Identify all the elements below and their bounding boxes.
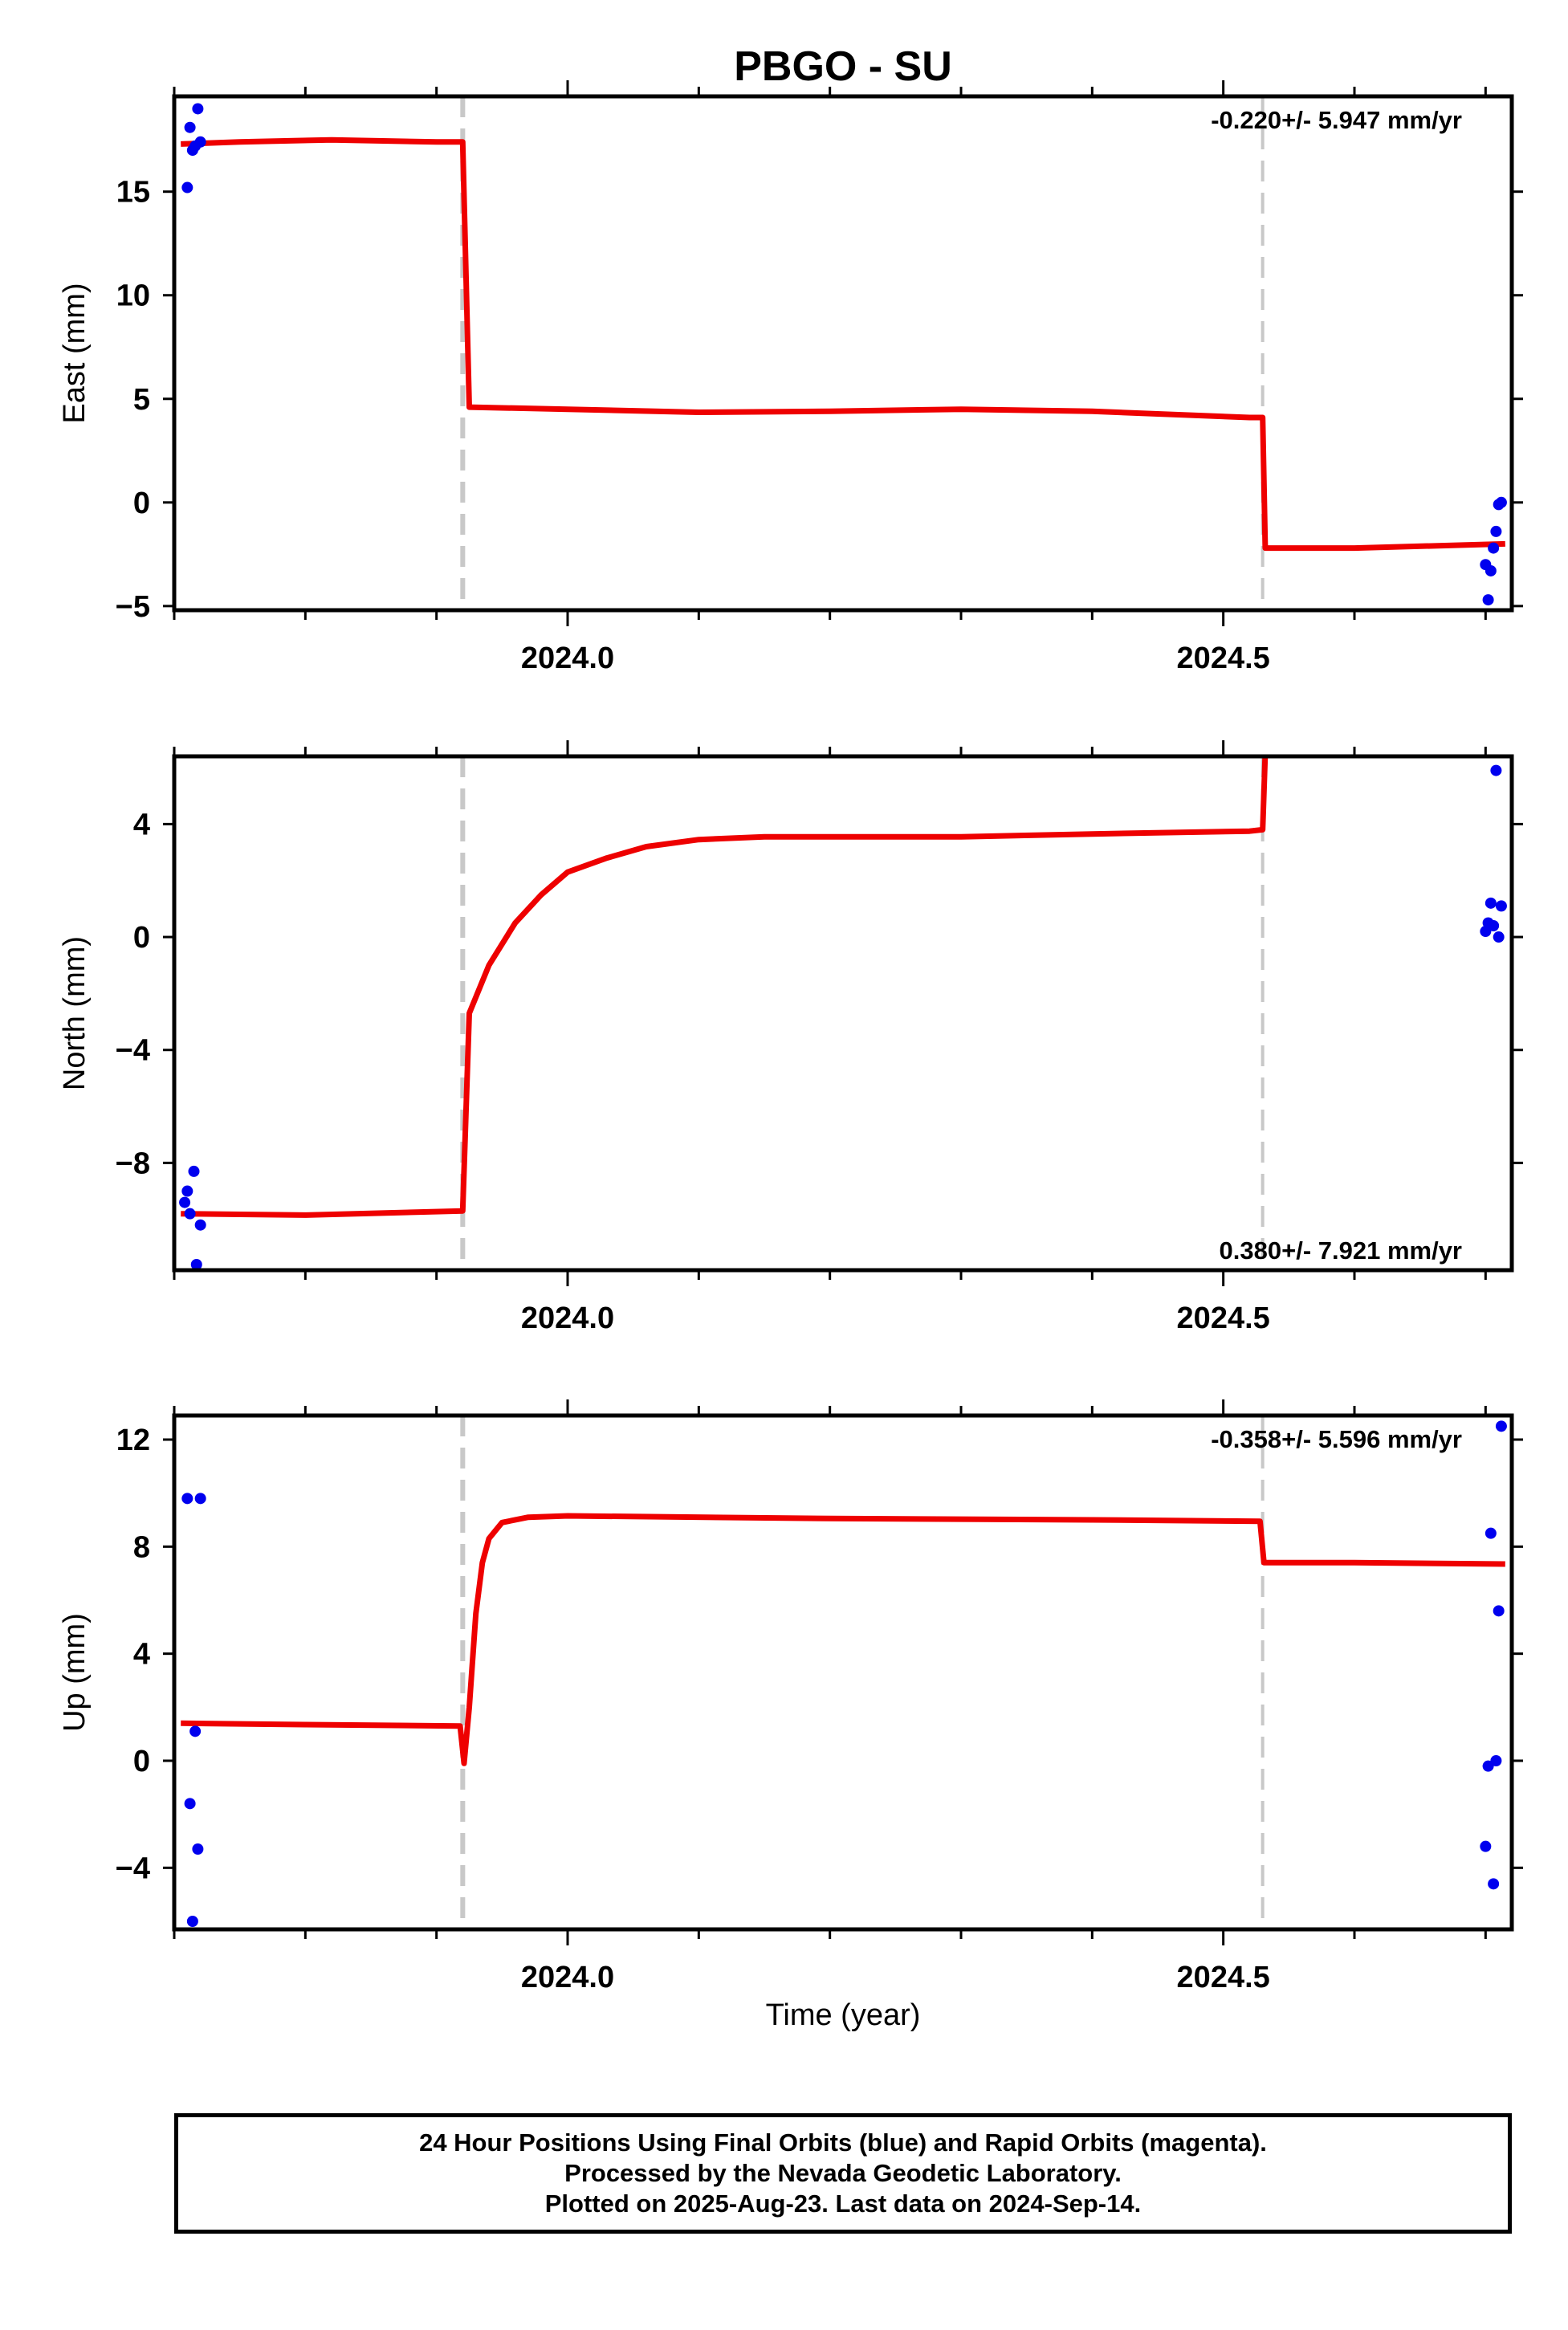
east-data-point [1488,542,1500,554]
up-y-axis-label: Up (mm) [58,1613,92,1732]
up-data-point [1488,1878,1500,1890]
east-data-point [1485,564,1497,576]
north-y-tick-label: −4 [116,1034,150,1068]
east-x-tick-label: 2024.5 [1177,642,1270,675]
up-data-point [194,1493,206,1505]
up-data-point [189,1725,202,1737]
chart-title: PBGO - SU [734,43,952,90]
up-frame [172,1413,1514,1932]
up-data-point [1495,1420,1507,1432]
north-panel: −8 −4 0 4 2024.0 2024.5 0.380+/- 7.921 mm/yr No… [58,740,1523,1335]
up-y-tick-label: 8 [133,1530,150,1564]
up-rate-label: -0.358+/- 5.596 mm/yr [1211,1425,1462,1453]
up-y-tick-label: 0 [133,1745,150,1778]
north-data-point [179,1196,191,1208]
north-frame [172,754,1514,1273]
east-data-point [1482,594,1494,606]
up-y-tick-label: 4 [133,1638,150,1672]
up-data-point [184,1798,196,1810]
up-x-tick-label: 2024.5 [1177,1961,1270,1994]
east-data-point [194,136,206,148]
processing-note-line-3: Plotted on 2025-Aug-23. Last data on 202… [544,2189,1142,2218]
east-y-tick-label: −5 [116,590,150,624]
up-data-point [1482,1760,1494,1772]
north-y-tick-label: −8 [116,1147,150,1180]
north-data-point [1488,919,1500,931]
north-data-point [1485,897,1497,909]
north-data-point [1480,926,1492,938]
north-y-tick-label: 4 [133,808,150,841]
north-x-tick-label: 2024.0 [521,1301,614,1335]
east-panel: −5 0 5 10 15 2024.0 2024.5 -0.220+/- 5.947 mm/y… [58,80,1523,675]
east-data-point [184,121,196,133]
east-data-point [1495,496,1507,508]
north-data-point [194,1219,206,1231]
east-y-axis-label: East (mm) [58,283,92,423]
north-data-point [1495,900,1507,912]
up-model-line [181,1513,1505,1766]
east-model-line [181,136,1505,552]
east-data-point [1490,525,1502,537]
up-data-point [1490,1755,1502,1766]
up-x-tick-label: 2024.0 [521,1961,614,1994]
north-y-tick-label: 0 [133,921,150,955]
up-data-point [1480,1840,1492,1852]
east-data-point [192,103,204,115]
north-model-line [181,756,1269,1218]
processing-note-line-2: Processed by the Nevada Geodetic Laborat… [564,2159,1122,2187]
up-data-point [192,1843,204,1855]
north-y-axis-label: North (mm) [58,936,92,1090]
up-panel: −4 0 4 8 12 2024.0 2024.5 -0.358+/- 5.596 mm/yr… [58,1399,1523,1994]
up-data-point [186,1916,198,1927]
east-y-tick-label: 10 [116,279,150,313]
east-data-point [181,181,193,193]
panels-layer: −5 0 5 10 15 2024.0 2024.5 -0.220+/- 5.947 mm/y… [58,80,1523,1994]
processing-note-box: 24 Hour Positions Using Final Orbits (bl… [174,2113,1512,2234]
north-data-point [181,1185,193,1197]
up-data-point [1493,1605,1505,1617]
north-data-point [1490,764,1502,776]
north-rate-label: 0.380+/- 7.921 mm/yr [1220,1236,1462,1265]
east-y-tick-label: 15 [116,176,150,210]
north-data-point [1493,931,1505,943]
east-y-tick-label: 5 [133,383,150,417]
north-data-point [184,1208,196,1220]
up-y-tick-label: 12 [116,1424,150,1457]
east-frame [172,94,1514,613]
north-data-point [188,1165,200,1177]
east-y-tick-label: 0 [133,487,150,520]
north-x-tick-label: 2024.5 [1177,1301,1270,1335]
north-data-point [190,1258,202,1270]
up-data-point [1485,1527,1497,1539]
east-x-tick-label: 2024.0 [521,642,614,675]
up-y-tick-label: −4 [116,1851,150,1885]
x-axis-label: Time (year) [766,1998,921,2032]
east-rate-label: -0.220+/- 5.947 mm/yr [1211,106,1462,134]
up-data-point [181,1493,193,1505]
processing-note-line-1: 24 Hour Positions Using Final Orbits (bl… [419,2128,1267,2157]
